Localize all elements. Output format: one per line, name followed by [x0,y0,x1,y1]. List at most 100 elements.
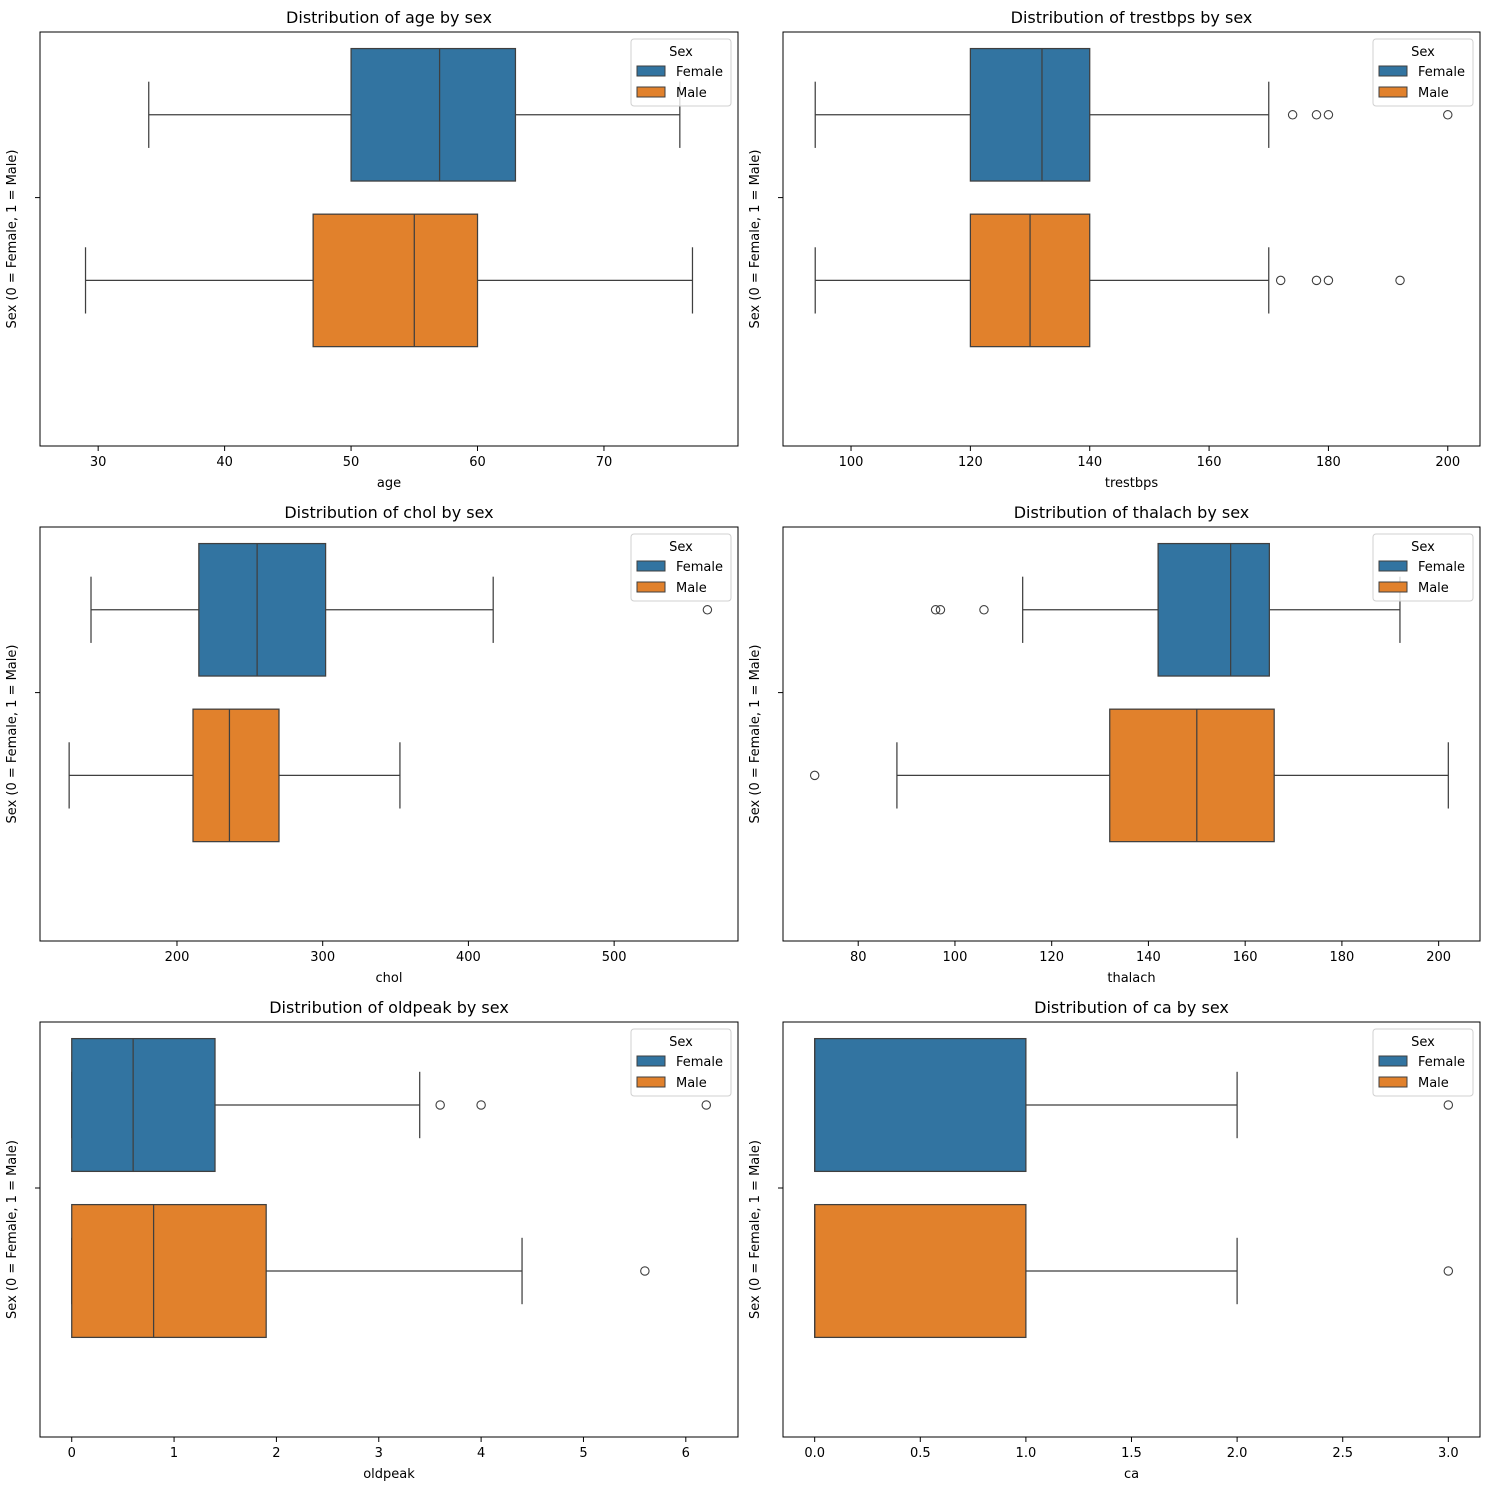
chart-panel-5: Distribution of ca by sex 0.0 0.5 1.0 1.5 2.0… [748,998,1481,1482]
legend-label-male: Male [676,86,707,101]
x-tick-label: 120 [1039,950,1064,965]
legend-label-male: Male [1418,86,1449,101]
box-series-male [68,708,401,843]
x-tick-label: 70 [596,455,613,470]
x-tick-label: 40 [216,455,233,470]
box-series-male [814,1203,1454,1339]
x-tick-label: 1 [170,1446,178,1461]
x-tick-label: 5 [579,1446,587,1461]
x-tick-label: 200 [1426,950,1451,965]
chart-title: Distribution of chol by sex [284,503,493,522]
axes-frame [39,1021,739,1438]
legend: Sex Female Male [630,38,732,107]
outlier-point [1443,1266,1454,1276]
outlier-point [702,605,713,615]
x-tick-label: 300 [310,950,335,965]
legend-title: Sex [669,540,693,555]
legend-swatch-male [1378,86,1408,98]
y-axis-label: Sex (0 = Female, 1 = Male) [5,645,20,824]
outlier-point [1323,275,1334,286]
outlier-point [930,605,941,615]
axes-frame [782,31,1481,447]
legend-swatch-male [636,581,666,593]
iqr-box [312,213,479,348]
box-series-female [90,542,713,677]
outlier-point [1395,275,1405,286]
x-tick-label: 100 [839,455,864,470]
iqr-box [1157,542,1270,677]
outlier-point [809,770,820,781]
legend-swatch-female [636,65,666,77]
legend-swatch-male [636,1076,666,1088]
x-tick-label: 120 [958,455,983,470]
legend-label-male: Male [1418,581,1449,596]
box-series-female [148,47,681,182]
legend-label-male: Male [676,1076,707,1091]
chart-title: Distribution of ca by sex [1034,998,1229,1017]
box-series-male [84,213,694,348]
x-tick-label: 0 [68,1446,76,1461]
chart-title: Distribution of oldpeak by sex [269,998,509,1017]
box-series-female [814,47,1453,182]
outlier-point [640,1266,650,1276]
outlier-point [1323,110,1334,120]
x-axis-label: thalach [1107,971,1155,986]
legend-swatch-female [636,1055,666,1067]
legend-label-female: Female [676,65,723,80]
box-series-male [814,213,1405,348]
box-series-female [71,1037,712,1173]
legend-label-female: Female [1418,65,1465,80]
x-tick-label: 140 [1077,455,1102,470]
axes-frame [39,31,739,447]
outlier-point [1275,275,1286,286]
iqr-box [198,542,327,677]
y-axis-label: Sex (0 = Female, 1 = Male) [5,1140,20,1319]
x-axis-label: age [377,476,401,491]
legend-label-female: Female [676,560,723,575]
legend-swatch-male [1378,1076,1408,1088]
iqr-box [814,1037,1027,1173]
legend: Sex Female Male [630,1028,732,1097]
x-tick-label: 0.0 [804,1446,825,1461]
outlier-point [1311,110,1322,120]
iqr-box [71,1037,216,1173]
legend-label-female: Female [676,1055,723,1070]
legend-title: Sex [669,1035,693,1050]
iqr-box [350,47,517,182]
legend-swatch-male [1378,581,1408,593]
x-axis-label: ca [1124,1467,1139,1482]
x-tick-label: 180 [1329,950,1354,965]
box-series-male [809,708,1449,843]
outlier-point [1287,110,1298,120]
x-tick-label: 180 [1316,455,1341,470]
chart-panel-4: Distribution of oldpeak by sex 0 1 2 3 4 5 6 old… [5,998,739,1482]
y-axis-label: Sex (0 = Female, 1 = Male) [748,1140,763,1319]
x-tick-label: 3.0 [1438,1446,1459,1461]
x-tick-label: 60 [469,455,486,470]
legend: Sex Female Male [1372,38,1474,107]
outlier-point [701,1100,712,1110]
x-tick-label: 6 [682,1446,690,1461]
x-tick-label: 50 [343,455,360,470]
chart-panel-3: Distribution of thalach by sex 80 100 120 14… [748,503,1481,986]
x-axis-label: oldpeak [363,1467,415,1482]
chart-title: Distribution of trestbps by sex [1011,8,1253,27]
x-axis-label: chol [376,971,403,986]
chart-title: Distribution of age by sex [286,8,492,27]
x-tick-label: 0.5 [910,1446,931,1461]
legend-label-male: Male [676,581,707,596]
x-tick-label: 140 [1136,950,1161,965]
outlier-point [1311,275,1322,286]
x-tick-label: 30 [90,455,107,470]
legend-swatch-female [1378,1055,1408,1067]
box-series-female [814,1037,1454,1173]
legend-title: Sex [1411,1035,1435,1050]
x-tick-label: 160 [1233,950,1258,965]
x-tick-label: 500 [602,950,627,965]
x-tick-label: 200 [1435,455,1460,470]
legend-swatch-female [636,560,666,572]
legend-label-female: Female [1418,1055,1465,1070]
box-series-male [71,1203,650,1339]
chart-panel-1: Distribution of trestbps by sex 100 120 140… [748,8,1481,491]
